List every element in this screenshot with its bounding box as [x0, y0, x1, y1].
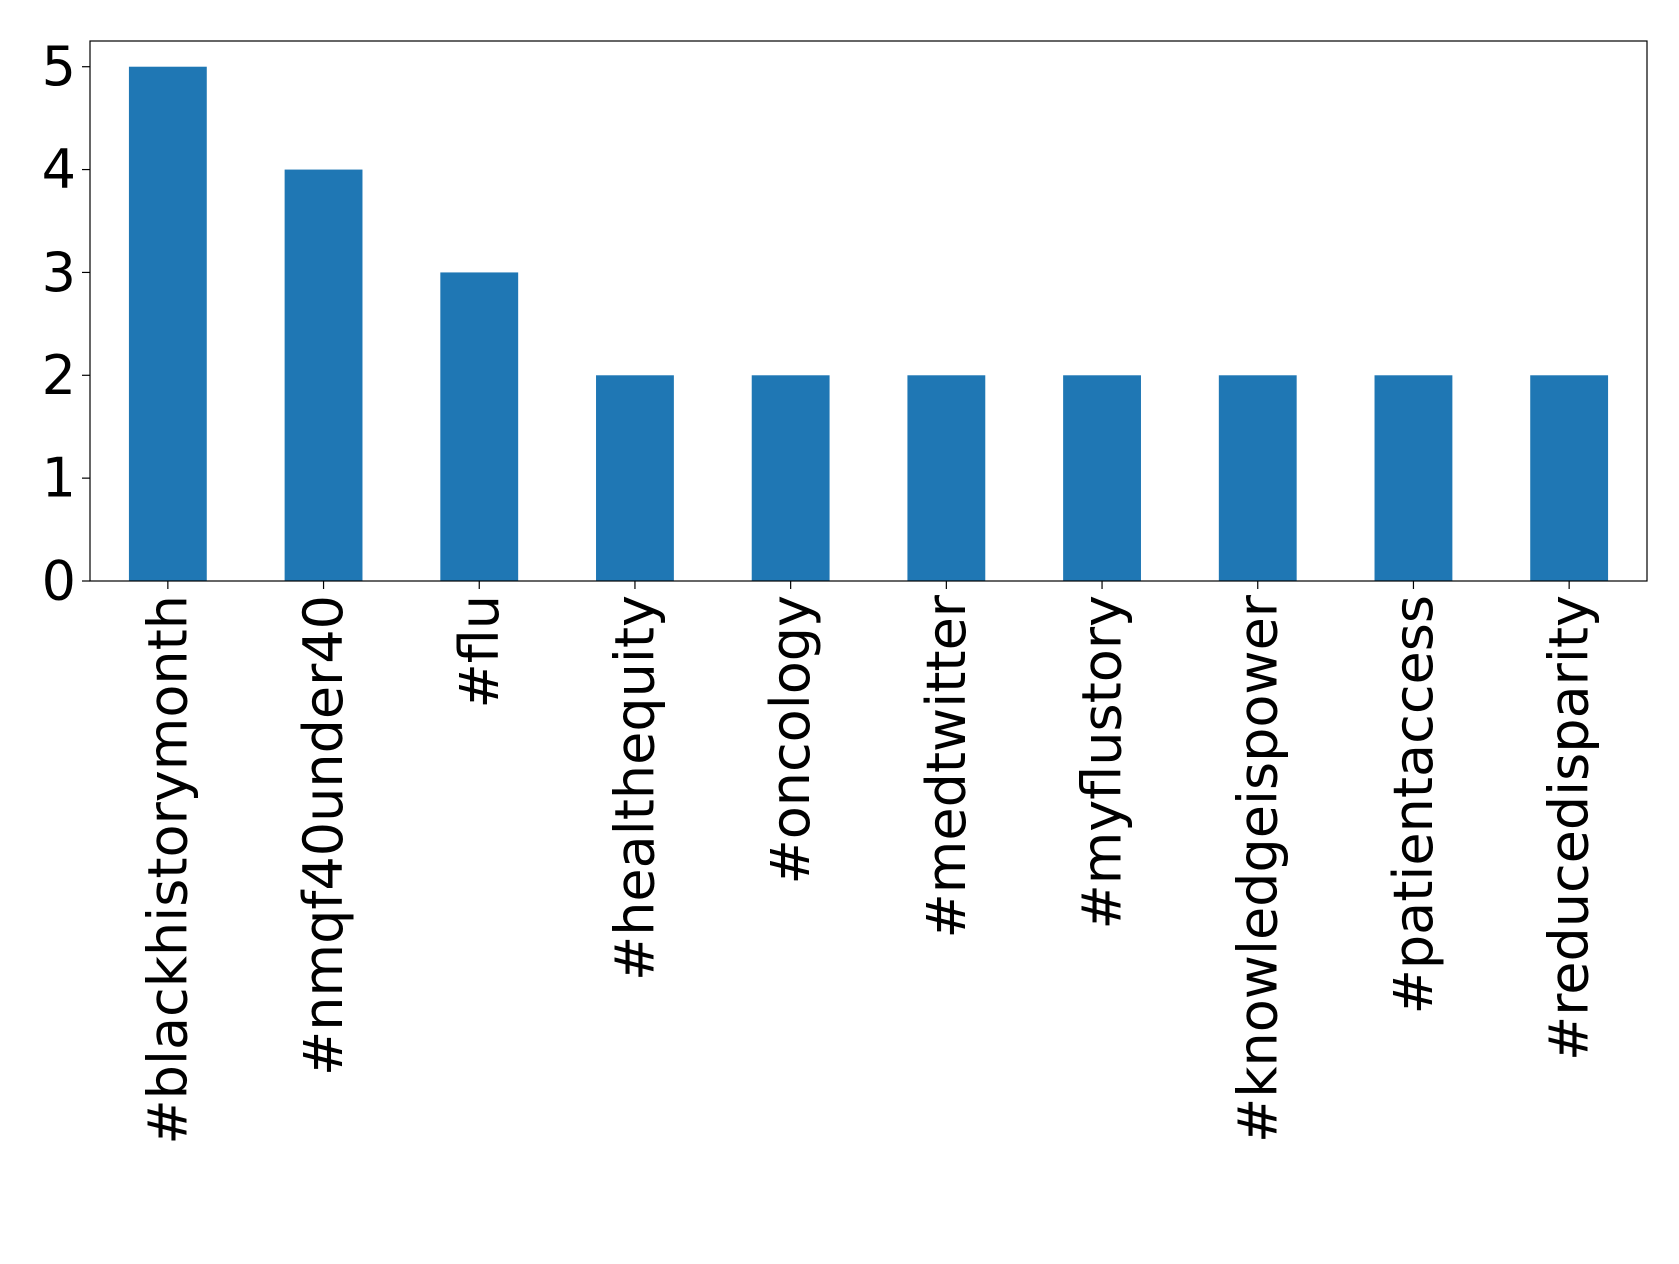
- x-tick-label: #reducedisparity: [1538, 595, 1601, 1061]
- bar: [1530, 375, 1609, 581]
- plot-frame: [89, 40, 1648, 582]
- x-tick-label: #healthequity: [603, 595, 666, 981]
- bar: [1374, 375, 1453, 581]
- x-tick-label: #flu: [448, 595, 511, 708]
- bar: [284, 169, 363, 582]
- y-tick-label: 2: [42, 344, 76, 407]
- bar: [907, 375, 986, 581]
- x-tick-label: #myflustory: [1071, 595, 1134, 930]
- x-tick-label: #patientaccess: [1382, 595, 1445, 1014]
- bar: [596, 375, 674, 581]
- y-tick-label: 5: [42, 35, 76, 98]
- bar: [1218, 375, 1297, 581]
- bar: [1063, 375, 1141, 581]
- y-tick-label: 1: [42, 447, 76, 510]
- bar: [751, 375, 830, 581]
- y-tick-label: 0: [42, 550, 76, 613]
- y-tick-label: 3: [42, 241, 76, 304]
- x-tick-label: #medtwitter: [915, 594, 978, 938]
- x-tick-label: #oncology: [759, 595, 822, 885]
- bar: [440, 272, 519, 581]
- x-tick-label: #nmqf40under40: [292, 595, 355, 1076]
- x-tick-label: #blackhistorymonth: [136, 595, 199, 1145]
- bar: [128, 66, 207, 581]
- x-tick-label: #knowledgeispower: [1226, 594, 1289, 1143]
- y-tick-label: 4: [42, 138, 76, 201]
